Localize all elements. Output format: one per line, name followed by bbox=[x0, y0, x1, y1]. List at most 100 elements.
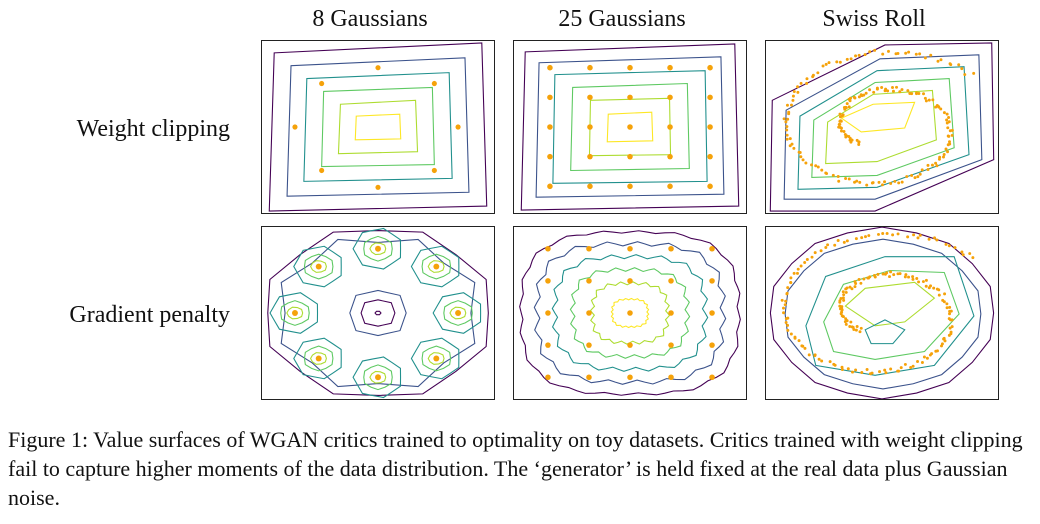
data-point bbox=[865, 92, 868, 95]
data-point bbox=[789, 276, 792, 279]
data-point bbox=[627, 95, 633, 101]
data-point bbox=[904, 52, 907, 55]
data-point bbox=[853, 181, 856, 184]
data-point bbox=[843, 130, 846, 133]
data-point bbox=[789, 137, 792, 140]
data-point bbox=[455, 310, 461, 316]
data-point bbox=[316, 264, 322, 270]
data-point bbox=[840, 129, 843, 132]
data-point bbox=[858, 54, 861, 57]
data-point bbox=[948, 306, 951, 309]
data-point bbox=[960, 250, 963, 253]
data-point bbox=[786, 324, 789, 327]
data-point bbox=[586, 278, 592, 284]
data-point bbox=[949, 63, 952, 66]
data-point bbox=[898, 90, 901, 93]
data-point bbox=[627, 342, 633, 348]
data-point bbox=[889, 270, 892, 273]
data-point bbox=[545, 278, 551, 284]
data-point bbox=[811, 256, 814, 259]
data-point bbox=[911, 275, 914, 278]
data-point bbox=[545, 342, 551, 348]
data-point bbox=[707, 95, 713, 101]
data-point bbox=[806, 258, 809, 261]
data-point bbox=[667, 184, 673, 190]
data-point bbox=[862, 94, 865, 97]
data-point bbox=[586, 310, 592, 316]
data-point bbox=[912, 233, 915, 236]
data-point bbox=[946, 126, 949, 129]
data-point bbox=[839, 297, 842, 300]
data-point bbox=[901, 181, 904, 184]
data-point bbox=[901, 88, 904, 91]
data-point bbox=[707, 154, 713, 160]
contour-line bbox=[770, 227, 993, 399]
data-point bbox=[918, 52, 921, 55]
data-point bbox=[877, 233, 880, 236]
data-point bbox=[805, 82, 808, 85]
data-point bbox=[840, 305, 843, 308]
data-point bbox=[789, 144, 792, 147]
data-point bbox=[946, 306, 949, 309]
data-point bbox=[782, 307, 785, 310]
data-point bbox=[667, 65, 673, 71]
data-point bbox=[837, 239, 840, 242]
data-point bbox=[933, 236, 936, 239]
data-point bbox=[945, 243, 948, 246]
data-point bbox=[874, 275, 877, 278]
data-point bbox=[934, 106, 937, 109]
data-point bbox=[923, 355, 926, 358]
data-point bbox=[856, 325, 859, 328]
data-point bbox=[935, 164, 938, 167]
data-point bbox=[938, 294, 941, 297]
data-point bbox=[832, 363, 835, 366]
data-point bbox=[826, 243, 829, 246]
contour-line bbox=[350, 290, 406, 335]
data-point bbox=[547, 124, 553, 130]
data-point bbox=[587, 65, 593, 71]
data-point bbox=[862, 277, 865, 280]
data-point bbox=[899, 272, 902, 275]
data-point bbox=[789, 281, 792, 284]
data-point bbox=[872, 91, 875, 94]
data-point bbox=[928, 99, 931, 102]
data-point bbox=[787, 111, 790, 114]
data-point bbox=[850, 287, 853, 290]
data-point bbox=[844, 320, 847, 323]
data-point bbox=[798, 339, 801, 342]
contour-plot-gp-8g bbox=[262, 227, 494, 399]
data-point bbox=[849, 321, 852, 324]
data-point bbox=[837, 180, 840, 183]
data-point bbox=[881, 53, 884, 56]
contour-plot-wc-swiss bbox=[766, 41, 998, 213]
row-label-weight-clipping: Weight clipping bbox=[0, 116, 230, 143]
data-point bbox=[943, 111, 946, 114]
data-point bbox=[921, 361, 924, 364]
data-point bbox=[881, 232, 884, 235]
data-point bbox=[796, 85, 799, 88]
data-point bbox=[793, 272, 796, 275]
data-point bbox=[707, 124, 713, 130]
data-point bbox=[897, 232, 900, 235]
data-point bbox=[859, 282, 862, 285]
data-point bbox=[924, 56, 927, 59]
data-point bbox=[893, 180, 896, 183]
data-point bbox=[854, 368, 857, 371]
data-point bbox=[627, 310, 633, 316]
data-point bbox=[886, 89, 889, 92]
data-point bbox=[667, 124, 673, 130]
data-point bbox=[586, 246, 592, 252]
data-point bbox=[800, 265, 803, 268]
data-point bbox=[886, 232, 889, 235]
data-point bbox=[587, 154, 593, 160]
data-point bbox=[889, 368, 892, 371]
data-point bbox=[820, 360, 823, 363]
data-point bbox=[843, 241, 846, 244]
data-point bbox=[850, 57, 853, 60]
data-point bbox=[932, 287, 935, 290]
data-point bbox=[796, 91, 799, 94]
data-point bbox=[864, 53, 867, 56]
data-point bbox=[926, 164, 929, 167]
contour-plot-gp-swiss bbox=[766, 227, 998, 399]
data-point bbox=[709, 374, 715, 380]
